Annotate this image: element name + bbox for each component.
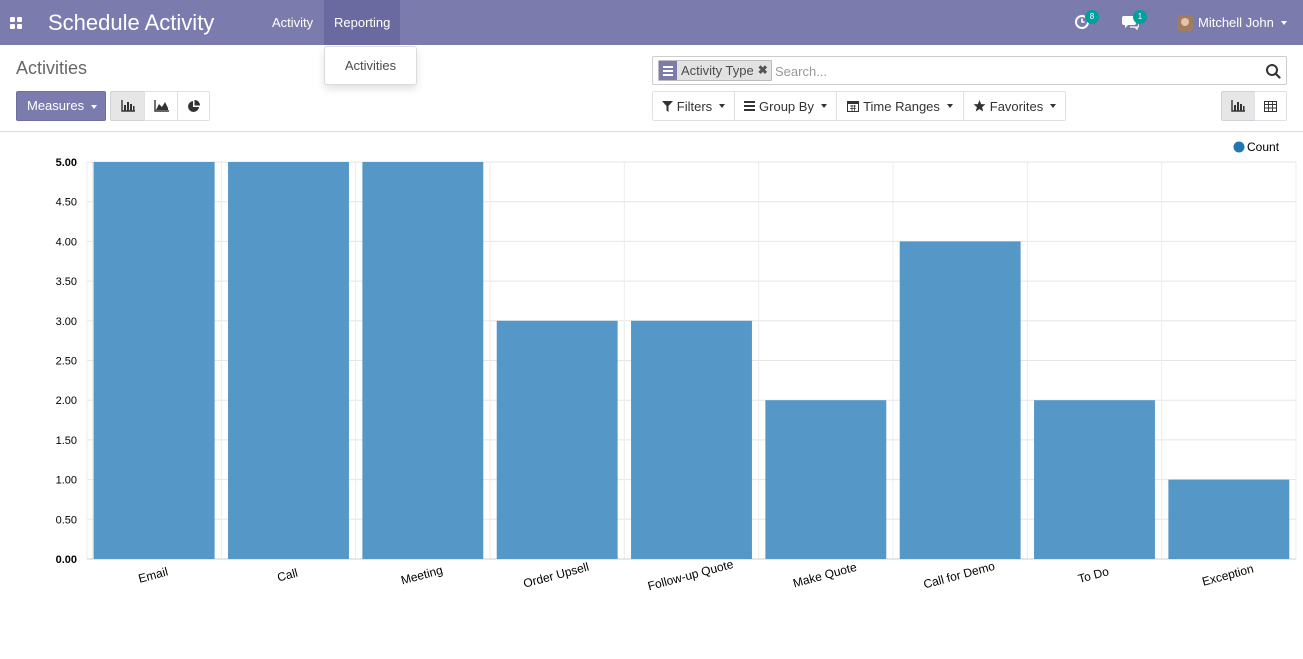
graph-view-button[interactable] [1221, 91, 1255, 121]
x-tick-label: Email [137, 564, 170, 585]
activity-clock-icon[interactable]: 8 [1074, 10, 1099, 34]
messages-icon[interactable]: 1 [1122, 10, 1147, 34]
y-tick-label: 3.00 [56, 316, 77, 328]
legend-dot [1233, 141, 1245, 153]
pivot-view-button[interactable] [1254, 91, 1287, 121]
x-tick-label: To Do [1077, 564, 1111, 586]
bar-chart: 0.00 0.50 1.00 1.50 2.00 2.50 3.00 3.50 4.00 4.50… [56, 140, 1297, 593]
search-input[interactable] [775, 61, 1255, 81]
table-icon [1264, 100, 1277, 112]
bar-email [93, 162, 215, 559]
bars-icon [744, 101, 756, 111]
y-tick-label: 0.00 [56, 554, 77, 566]
search-options: Filters Group By Time Ranges Favorites [652, 91, 1066, 121]
dropdown-item-activities[interactable]: Activities [344, 58, 397, 73]
bar-call [228, 162, 349, 559]
y-tick-label: 4.50 [56, 197, 77, 209]
search-facet: Activity Type ✖ [658, 60, 772, 81]
activity-count-badge: 8 [1085, 10, 1099, 24]
group-by-label: Group By [759, 98, 814, 114]
area-chart-icon [153, 100, 169, 112]
chevron-down-icon [1050, 104, 1057, 108]
bar-make-quote [765, 400, 887, 559]
view-switcher [1221, 91, 1287, 121]
chevron-down-icon [719, 104, 726, 108]
time-ranges-label: Time Ranges [863, 98, 940, 114]
main-navbar: Schedule Activity Activity Reporting 8 1… [0, 0, 1303, 45]
search-icon[interactable] [1265, 63, 1281, 79]
group-by-button[interactable]: Group By [734, 91, 837, 121]
chevron-down-icon [946, 104, 953, 108]
measures-label: Measures [27, 98, 85, 113]
bar-meeting [362, 162, 484, 559]
filter-icon [661, 100, 673, 112]
star-icon [973, 100, 986, 112]
app-brand-title: Schedule Activity [48, 10, 215, 35]
x-tick-label: Call [276, 566, 300, 585]
filters-label: Filters [676, 98, 713, 114]
y-tick-label: 4.00 [56, 236, 77, 248]
favorites-button[interactable]: Favorites [963, 91, 1066, 121]
legend-label: Count [1247, 140, 1280, 154]
chart-type-switcher [110, 91, 210, 121]
bar-to-do [1034, 400, 1155, 559]
bar-call-for-demo [899, 241, 1021, 559]
control-panel-divider [0, 131, 1303, 132]
search-bar: Activity Type ✖ [652, 56, 1287, 85]
chevron-down-icon [820, 104, 827, 108]
y-tick-label: 1.50 [56, 435, 77, 447]
x-tick-label: Follow-up Quote [646, 557, 735, 593]
bar-chart-button[interactable] [110, 91, 145, 121]
bar-chart-icon [1231, 100, 1245, 112]
bar-exception [1168, 479, 1290, 559]
page-title: Activities [16, 58, 88, 78]
x-tick-label: Meeting [399, 563, 444, 588]
pie-chart-icon [188, 99, 200, 112]
y-tick-label: 0.50 [56, 514, 77, 526]
y-tick-label: 1.00 [56, 475, 77, 487]
line-chart-button[interactable] [144, 91, 178, 121]
apps-grid-icon[interactable] [0, 0, 32, 45]
filters-button[interactable]: Filters [652, 91, 735, 121]
time-ranges-button[interactable]: Time Ranges [836, 91, 964, 121]
x-tick-label: Exception [1201, 562, 1256, 589]
y-tick-label: 2.00 [56, 395, 77, 407]
user-menu[interactable]: Mitchell John [1177, 0, 1287, 45]
chevron-down-icon [1280, 20, 1287, 25]
y-tick-label: 3.50 [56, 276, 77, 288]
measures-button[interactable]: Measures [16, 91, 106, 121]
reporting-dropdown-menu: Activities [324, 46, 417, 85]
menu-reporting[interactable]: Reporting [324, 0, 401, 45]
group-by-icon [659, 61, 677, 80]
chevron-down-icon [91, 104, 98, 109]
y-tick-label: 2.50 [56, 356, 77, 368]
calendar-icon [847, 101, 860, 112]
bar-follow-up-quote [631, 320, 752, 559]
favorites-label: Favorites [989, 98, 1044, 114]
bar-order-upsell [496, 320, 618, 559]
x-tick-label: Make Quote [791, 560, 858, 591]
facet-label: Activity Type [681, 63, 754, 78]
pie-chart-button[interactable] [177, 91, 210, 121]
y-tick-label: 5.00 [56, 157, 77, 169]
avatar [1177, 14, 1193, 31]
remove-facet-icon[interactable]: ✖ [757, 63, 768, 77]
messages-count-badge: 1 [1133, 10, 1147, 24]
bar-chart-icon [120, 100, 135, 112]
x-tick-label: Order Upsell [522, 560, 591, 591]
menu-activity[interactable]: Activity [272, 15, 314, 30]
user-name: Mitchell John [1198, 15, 1274, 30]
x-tick-label: Call for Demo [922, 559, 997, 592]
